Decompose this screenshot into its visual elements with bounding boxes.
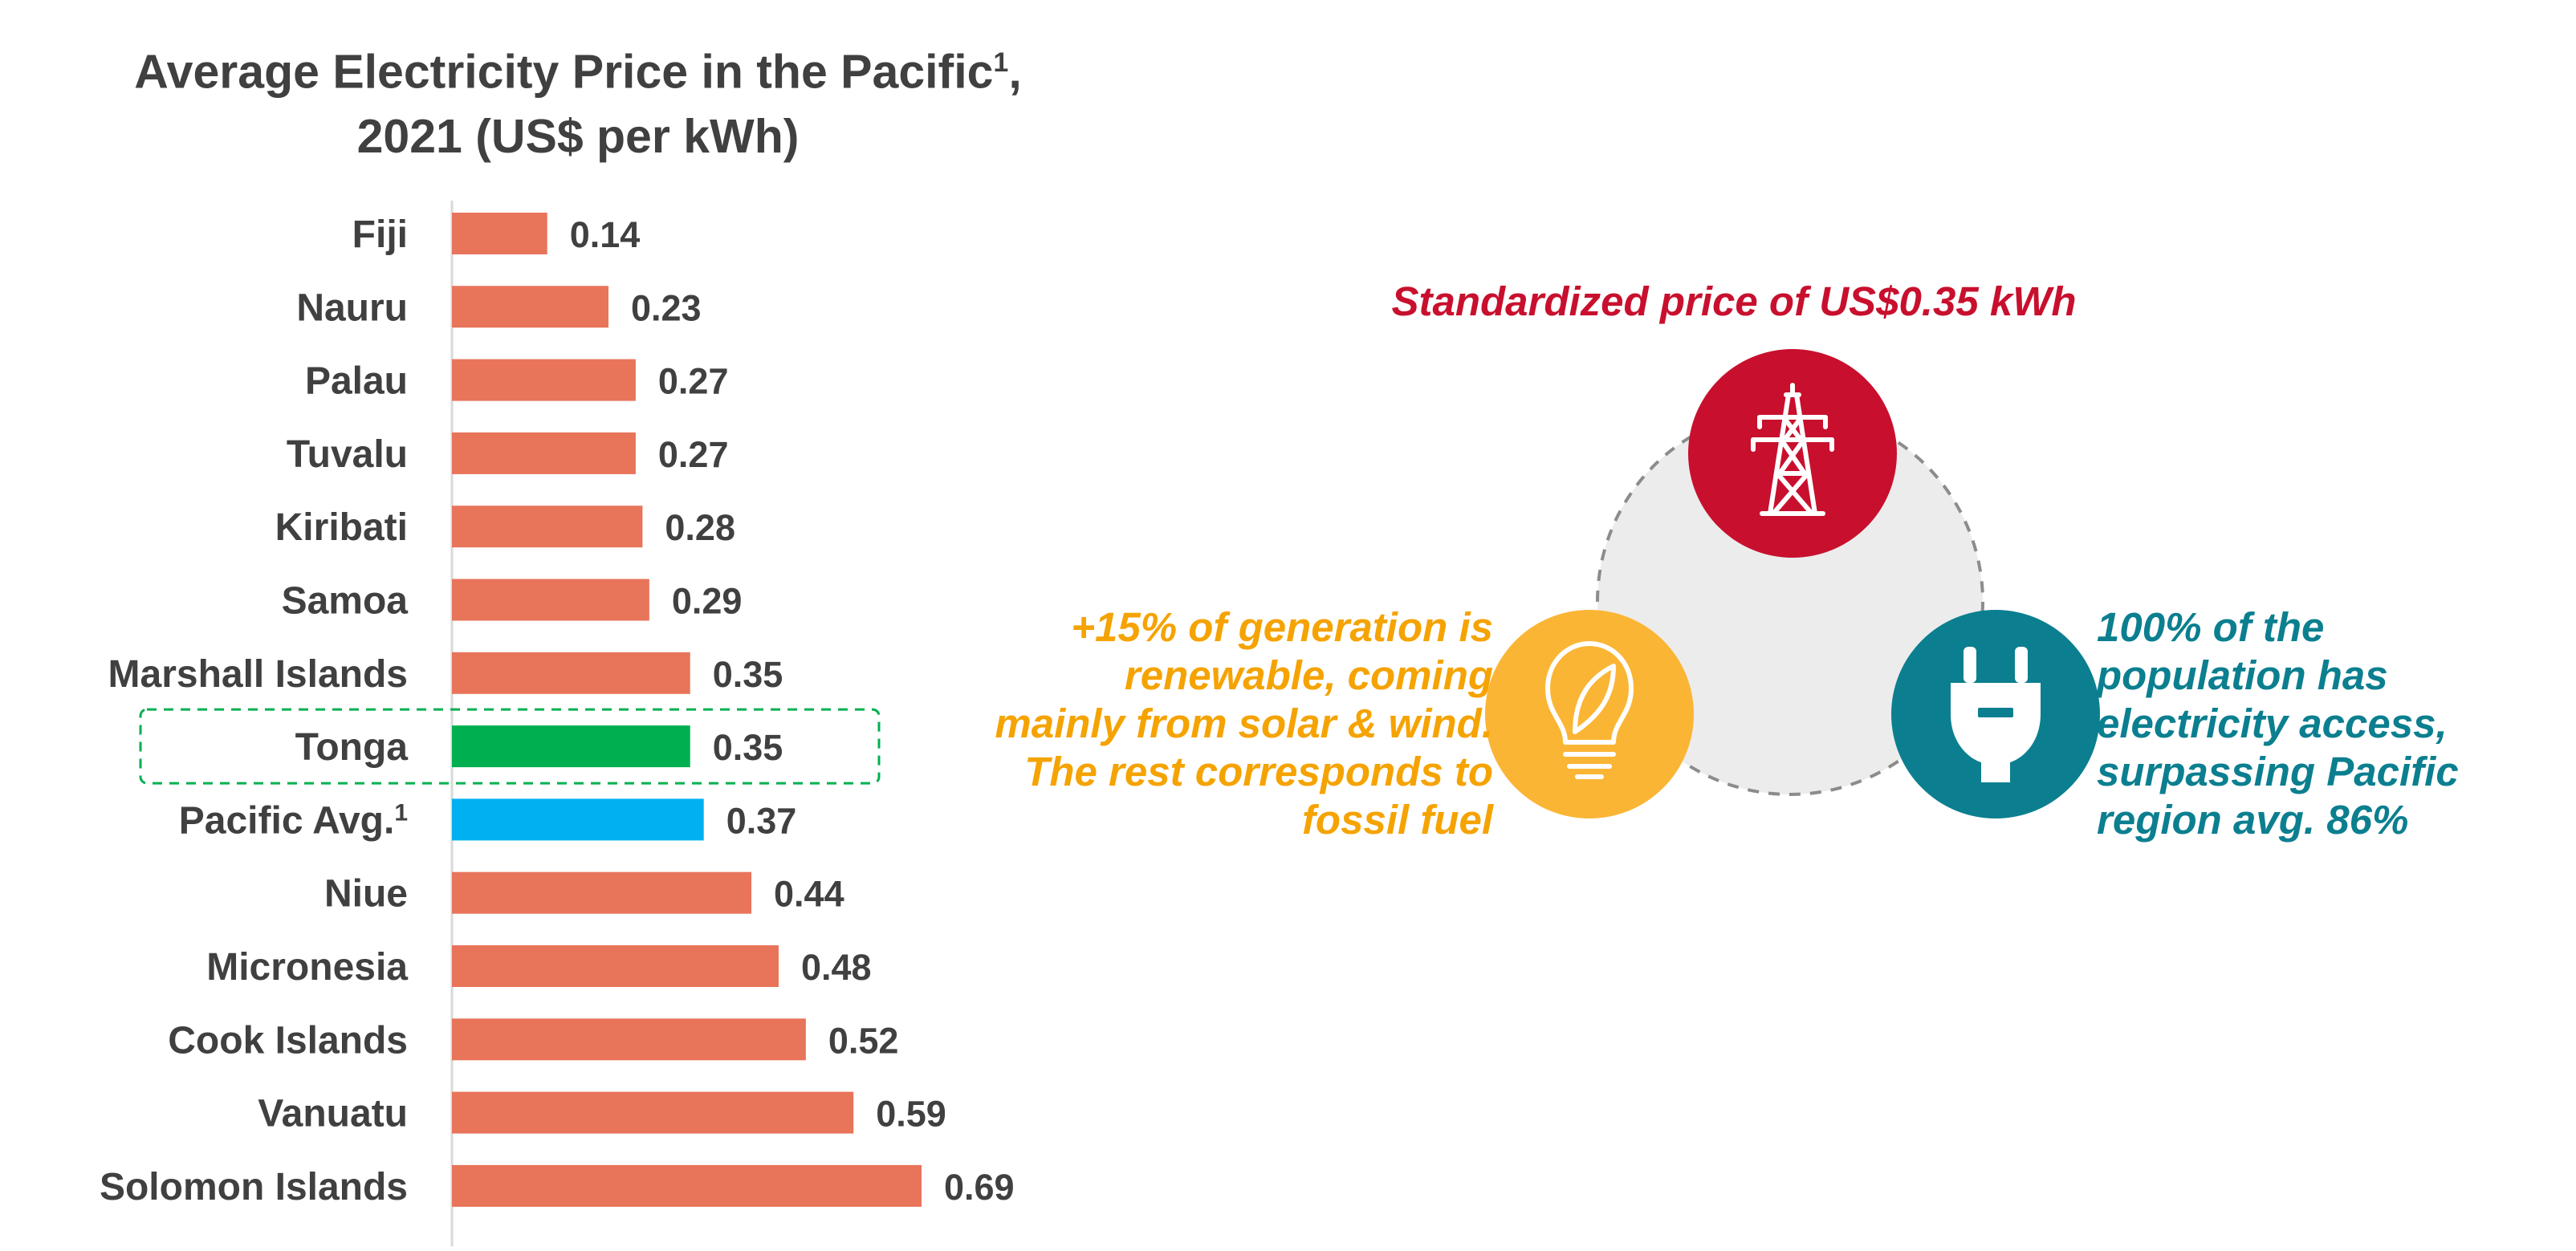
callout-renewable-line-3: mainly from solar & wind. bbox=[995, 701, 1493, 746]
value-label-pacific-avg: 0.37 bbox=[726, 800, 797, 841]
bar-micronesia bbox=[452, 945, 779, 987]
bar-niue bbox=[452, 871, 752, 914]
bar-solomon-islands bbox=[452, 1164, 922, 1207]
category-label-palau: Palau bbox=[305, 360, 408, 403]
value-label-solomon-islands: 0.69 bbox=[944, 1167, 1015, 1208]
bar-palau bbox=[452, 359, 636, 401]
value-label-kiribati: 0.28 bbox=[665, 507, 735, 548]
callout-price-line-1: Standardized price of US$0.35 kWh bbox=[1391, 278, 2077, 324]
callout-access-line-4: surpassing Pacific bbox=[2097, 749, 2459, 794]
bar-chart: Fiji 0.14 Nauru 0.23 Palau 0.27 Tuvalu 0.27 Kiri… bbox=[100, 201, 1015, 1247]
callout-access-line-3: electricity access, bbox=[2097, 701, 2448, 746]
bar-samoa bbox=[452, 579, 649, 621]
category-label-fiji: Fiji bbox=[352, 213, 408, 256]
bar-tonga bbox=[452, 725, 690, 768]
callout-access: 100% of the population has electricity acc… bbox=[2097, 603, 2546, 844]
category-label-vanuatu: Vanuatu bbox=[258, 1093, 408, 1135]
bar-kiribati bbox=[452, 506, 643, 548]
value-label-fiji: 0.14 bbox=[570, 214, 641, 255]
category-label-tuvalu: Tuvalu bbox=[287, 433, 408, 476]
tower-badge bbox=[1688, 349, 1897, 558]
bar-vanuatu bbox=[452, 1091, 854, 1134]
category-label-marshall-islands: Marshall Islands bbox=[108, 653, 408, 696]
renewable-badge bbox=[1485, 610, 1694, 818]
category-label-nauru: Nauru bbox=[296, 286, 408, 329]
value-label-tonga: 0.35 bbox=[713, 727, 783, 768]
value-label-samoa: 0.29 bbox=[672, 581, 743, 622]
bar-cook-islands bbox=[452, 1018, 806, 1061]
callout-access-line-2: population has bbox=[2097, 652, 2388, 698]
transmission-tower-icon bbox=[1751, 383, 1834, 516]
chart-title-line-2: 2021 (US$ per kWh) bbox=[356, 109, 800, 163]
callout-price: Standardized price of US$0.35 kWh bbox=[1252, 278, 2216, 326]
bar-pacific-avg bbox=[452, 798, 704, 841]
callout-renewable: +15% of generation is renewable, coming ma… bbox=[867, 603, 1493, 844]
callout-renewable-line-1: +15% of generation is bbox=[1071, 604, 1493, 650]
category-label-niue: Niue bbox=[324, 873, 408, 916]
lightbulb-leaf-icon bbox=[1545, 641, 1634, 779]
category-label-solomon-islands: Solomon Islands bbox=[100, 1166, 408, 1208]
callout-renewable-line-2: renewable, coming bbox=[1124, 652, 1493, 698]
value-label-nauru: 0.23 bbox=[631, 287, 702, 328]
category-label-cook-islands: Cook Islands bbox=[168, 1019, 408, 1062]
chart-title: Average Electricity Price in the Pacific… bbox=[48, 30, 1108, 169]
value-label-palau: 0.27 bbox=[658, 361, 729, 402]
access-badge bbox=[1891, 610, 2100, 818]
bar-nauru bbox=[452, 286, 608, 328]
callout-access-line-5: region avg. 86% bbox=[2097, 797, 2409, 843]
value-label-tuvalu: 0.27 bbox=[658, 434, 729, 475]
value-label-vanuatu: 0.59 bbox=[876, 1094, 946, 1135]
category-label-pacific-avg: Pacific Avg.1 bbox=[179, 799, 408, 842]
callout-renewable-line-4: The rest corresponds to bbox=[1024, 749, 1493, 794]
value-label-micronesia: 0.48 bbox=[801, 947, 872, 988]
callout-access-line-1: 100% of the bbox=[2097, 604, 2325, 650]
power-plug-icon bbox=[1951, 647, 2041, 782]
cycle-diagram bbox=[1485, 349, 2100, 818]
chart-title-line-1: Average Electricity Price in the Pacific… bbox=[134, 45, 1022, 99]
category-label-micronesia: Micronesia bbox=[206, 946, 408, 989]
category-label-kiribati: Kiribati bbox=[275, 506, 408, 549]
bar-tuvalu bbox=[452, 432, 636, 474]
callout-renewable-line-5: fossil fuel bbox=[1301, 797, 1493, 843]
highlight-box-tonga bbox=[139, 708, 881, 785]
category-label-samoa: Samoa bbox=[282, 580, 409, 623]
bar-marshall-islands bbox=[452, 652, 690, 694]
bar-fiji bbox=[452, 213, 547, 254]
value-label-niue: 0.44 bbox=[774, 874, 844, 915]
value-label-marshall-islands: 0.35 bbox=[713, 654, 783, 695]
value-label-cook-islands: 0.52 bbox=[828, 1020, 899, 1061]
category-label-tonga: Tonga bbox=[295, 726, 409, 769]
